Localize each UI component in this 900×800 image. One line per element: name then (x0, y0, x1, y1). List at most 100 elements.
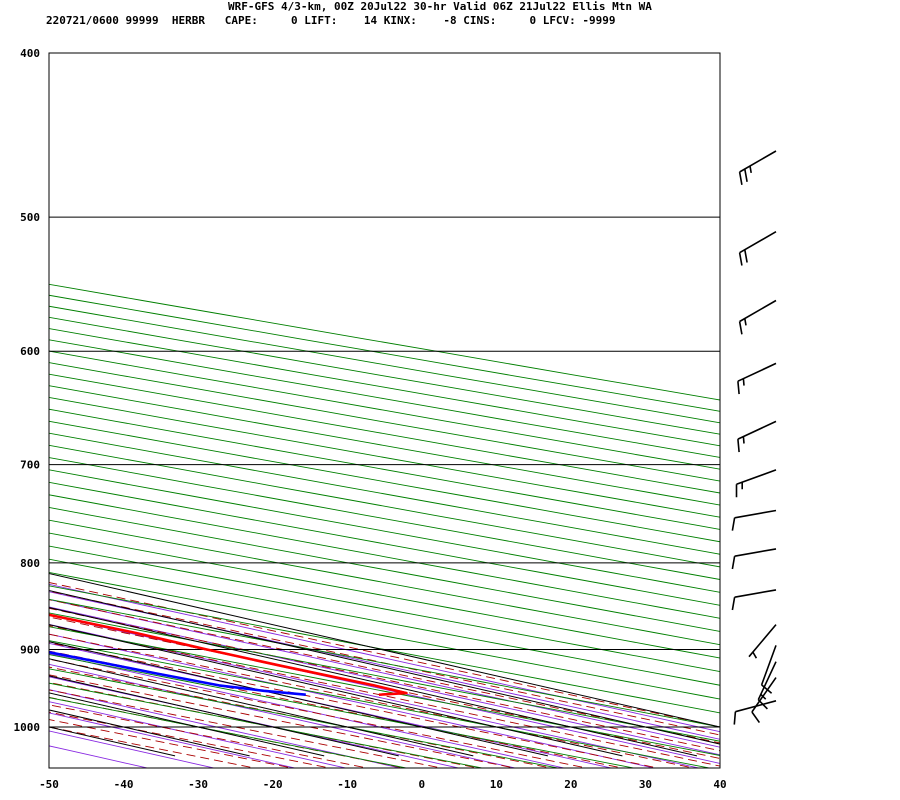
dry-adiabat (49, 654, 636, 768)
dry-adiabat (49, 396, 720, 518)
dry-adiabat (49, 350, 720, 470)
dry-adiabat (49, 626, 720, 756)
wind-barbs (731, 150, 777, 725)
dry-adiabat (49, 444, 720, 568)
y-tick-label: 700 (20, 459, 40, 472)
x-tick-label: -10 (337, 778, 357, 791)
y-tick-label: 400 (20, 47, 40, 60)
moist-adiabat (49, 582, 720, 728)
x-tick-label: 0 (418, 778, 425, 791)
wind-barb (731, 509, 777, 531)
moist-adiabat (49, 650, 625, 768)
mixing-ratio-line (49, 623, 701, 768)
dry-adiabat (49, 432, 720, 555)
moist-adiabats (49, 582, 720, 768)
grid-lines (49, 53, 720, 757)
mixing-ratio-line (49, 614, 720, 764)
mixing-ratio-line (49, 583, 720, 733)
x-tick-label: -20 (263, 778, 283, 791)
dry-adiabat (49, 481, 720, 606)
x-tick-label: -50 (39, 778, 59, 791)
dry-adiabat (49, 571, 720, 700)
moist-adiabat (49, 674, 517, 768)
wind-barb (731, 589, 777, 611)
plot-frame (48, 52, 721, 769)
dry-adiabat (49, 283, 720, 401)
mixing-ratio-line (49, 730, 216, 768)
isotherm-line (49, 572, 720, 728)
x-tick-labels: -50 -40 -30 -20 -10 0 10 20 30 40 (39, 778, 727, 791)
y-tick-labels: 400 500 600 700 800 900 1000 (14, 47, 41, 734)
wind-barb (735, 469, 777, 498)
temperature-profile-line (49, 613, 408, 696)
wind-barb (733, 700, 777, 725)
moist-adiabat (49, 642, 660, 768)
isotherm-line (49, 641, 548, 757)
chart-title: WRF-GFS 4/3-km, 00Z 20Jul22 30-hr Valid … (228, 0, 652, 13)
wind-barb (738, 231, 777, 266)
dry-adiabat (49, 294, 720, 412)
dry-adiabat (49, 408, 720, 530)
moist-adiabat (49, 633, 696, 768)
dry-adiabat (49, 532, 720, 659)
wind-barb (731, 548, 777, 570)
dry-adiabat (49, 469, 720, 593)
wind-barb (751, 677, 777, 724)
moist-adiabat (49, 599, 720, 744)
y-tick-label: 900 (20, 643, 40, 656)
x-tick-label: -40 (114, 778, 134, 791)
moist-adiabat (49, 666, 553, 768)
dry-adiabat (49, 339, 720, 458)
moist-adiabat (49, 681, 481, 768)
chart-subtitle: 220721/0600 99999 HERBR CAPE: 0 LIFT: 14… (46, 14, 616, 27)
moist-adiabat (49, 590, 720, 736)
dry-adiabat (49, 598, 720, 728)
isotherm-line (49, 607, 698, 757)
wind-barb (737, 420, 777, 453)
wind-barb (738, 150, 777, 185)
y-tick-label: 600 (20, 345, 40, 358)
dry-adiabat (49, 612, 720, 742)
y-tick-label: 800 (20, 557, 40, 570)
dry-adiabat (49, 420, 720, 543)
wind-barb (760, 645, 777, 694)
dry-adiabat (49, 668, 561, 768)
x-tick-label: 30 (639, 778, 652, 791)
dry-adiabat (49, 640, 712, 768)
moist-adiabat (49, 607, 720, 752)
dry-adiabat (49, 328, 720, 447)
dry-adiabat (49, 545, 720, 673)
x-tick-label: 10 (490, 778, 503, 791)
mixing-ratio-line (49, 599, 720, 748)
x-tick-label: 40 (713, 778, 726, 791)
y-tick-label: 500 (20, 211, 40, 224)
dry-adiabat (49, 362, 720, 482)
mixing-ratio-line (49, 591, 720, 740)
mixing-ratio-line (49, 663, 518, 768)
dry-adiabat (49, 682, 485, 768)
x-tick-label: -30 (188, 778, 208, 791)
dry-adiabats (49, 283, 720, 768)
wind-barb (748, 624, 777, 659)
dewpoint-profile-line (49, 650, 306, 696)
dry-adiabat (49, 385, 720, 506)
mixing-ratio-line (49, 606, 720, 756)
y-tick-label: 1000 (14, 721, 41, 734)
dry-adiabat (49, 457, 720, 580)
wind-barb (737, 362, 777, 395)
x-tick-label: 20 (564, 778, 577, 791)
mixing-ratio-line (49, 676, 461, 768)
dry-adiabat (49, 494, 720, 619)
wind-barb (738, 299, 777, 335)
dry-adiabat (49, 506, 720, 632)
mixing-ratio-lines (49, 583, 720, 768)
isotherm-line (49, 624, 623, 757)
mixing-ratio-line (49, 653, 566, 768)
dry-adiabat (49, 585, 720, 714)
isotherm-line (49, 590, 720, 745)
profiles (49, 613, 408, 696)
dry-adiabat (49, 305, 720, 424)
moist-adiabat (49, 711, 332, 768)
dry-adiabat (49, 316, 720, 435)
